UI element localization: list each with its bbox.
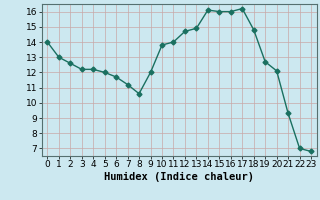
X-axis label: Humidex (Indice chaleur): Humidex (Indice chaleur) (104, 172, 254, 182)
